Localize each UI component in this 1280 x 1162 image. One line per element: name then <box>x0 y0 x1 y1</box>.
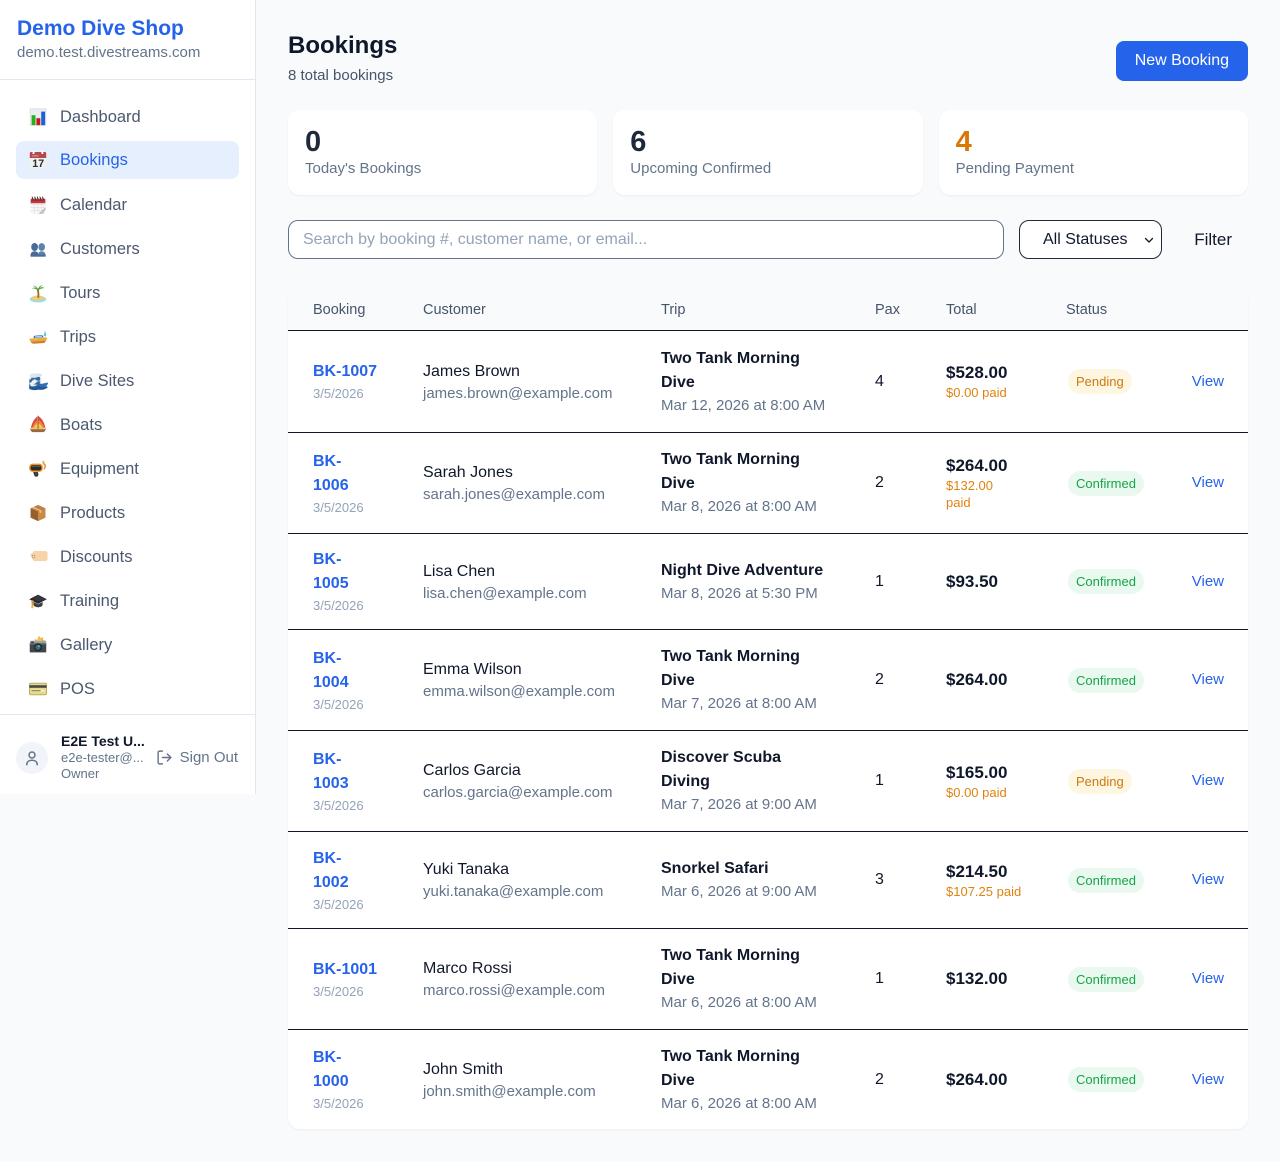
svg-text:17: 17 <box>32 158 44 170</box>
